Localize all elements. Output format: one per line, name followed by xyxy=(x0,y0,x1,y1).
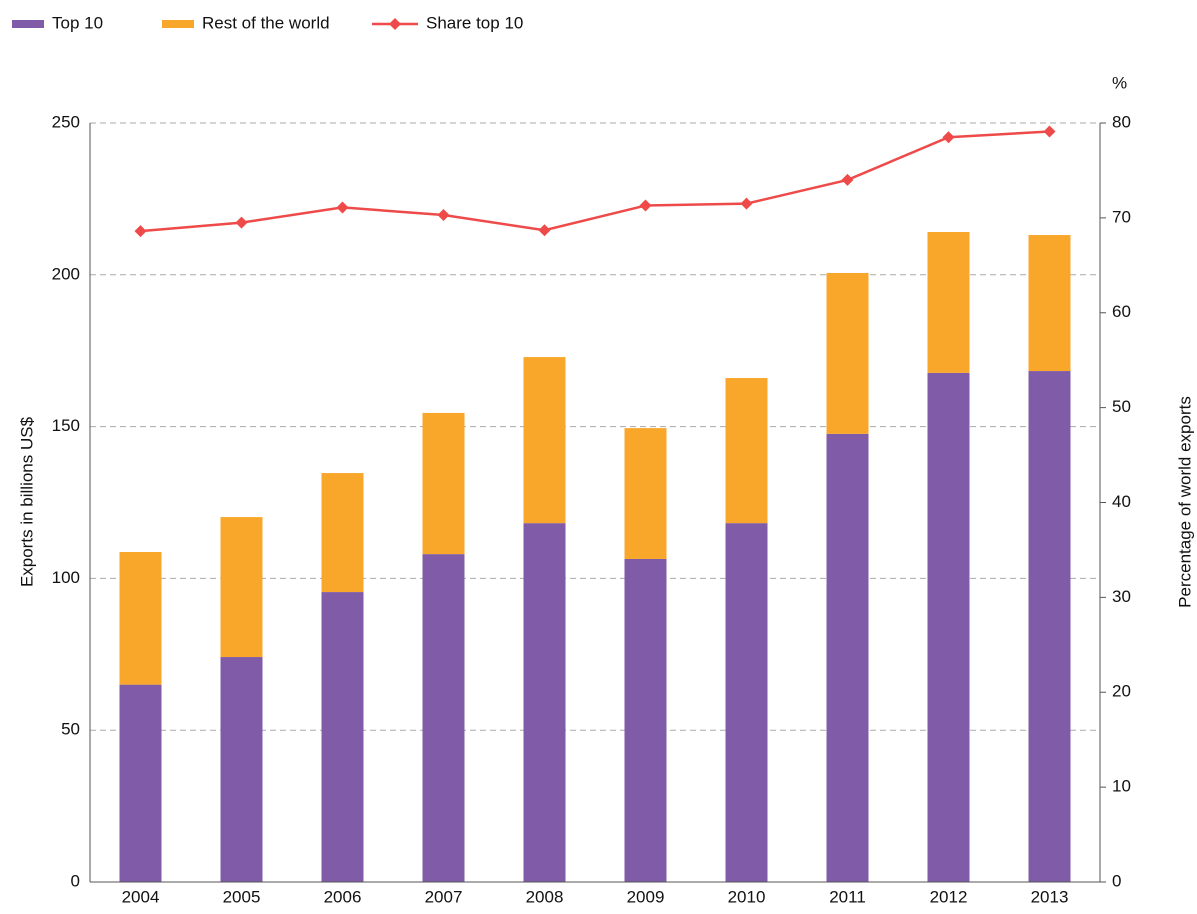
x-tick-label: 2009 xyxy=(627,887,665,906)
y2-tick-label: 70 xyxy=(1112,207,1131,226)
bar xyxy=(826,433,869,882)
line-marker xyxy=(336,201,349,214)
y-tick-label: 150 xyxy=(52,416,80,435)
bar xyxy=(220,517,263,658)
bar xyxy=(725,523,768,882)
y2-tick-label: 10 xyxy=(1112,777,1131,796)
bar xyxy=(826,272,869,434)
legend-label: Share top 10 xyxy=(426,13,523,32)
y-axis-title: Exports in billions US$ xyxy=(17,416,36,587)
bar xyxy=(119,551,162,685)
bar xyxy=(927,372,970,882)
line-marker xyxy=(1043,125,1056,138)
line-marker xyxy=(841,173,854,186)
bar xyxy=(321,592,364,882)
x-tick-label: 2011 xyxy=(829,887,866,906)
y2-tick-label: 40 xyxy=(1112,492,1131,511)
x-tick-label: 2008 xyxy=(526,887,564,906)
line-marker xyxy=(538,224,551,237)
y-tick-label: 200 xyxy=(52,264,80,283)
x-tick-label: 2012 xyxy=(930,887,968,906)
x-tick-label: 2010 xyxy=(728,887,766,906)
bar xyxy=(422,554,465,882)
bar xyxy=(523,357,566,524)
line-marker xyxy=(639,199,652,212)
bar xyxy=(725,378,768,524)
bar xyxy=(1028,235,1071,372)
bar xyxy=(422,412,465,555)
bar xyxy=(927,231,970,373)
line-marker xyxy=(235,216,248,229)
y2-tick-label: 30 xyxy=(1112,587,1131,606)
y2-tick-label: 80 xyxy=(1112,112,1131,131)
line-marker xyxy=(437,209,450,222)
y2-tick-label: 50 xyxy=(1112,397,1131,416)
x-tick-label: 2013 xyxy=(1031,887,1069,906)
bar xyxy=(624,558,667,882)
line-marker xyxy=(134,225,147,238)
bar xyxy=(523,523,566,882)
x-tick-label: 2004 xyxy=(122,887,160,906)
y2-unit: % xyxy=(1112,73,1127,92)
line-marker xyxy=(740,197,753,210)
line-marker xyxy=(942,131,955,144)
y-tick-label: 0 xyxy=(71,871,80,890)
bar xyxy=(1028,371,1071,882)
y-tick-label: 250 xyxy=(52,112,80,131)
x-tick-label: 2005 xyxy=(223,887,261,906)
x-tick-label: 2007 xyxy=(425,887,463,906)
line xyxy=(140,130,1050,233)
bar xyxy=(321,473,364,593)
x-tick-label: 2006 xyxy=(324,887,362,906)
bar xyxy=(624,428,667,559)
bar xyxy=(220,657,263,882)
y2-tick-label: 60 xyxy=(1112,302,1131,321)
y-tick-label: 100 xyxy=(52,568,80,587)
legend-marker xyxy=(389,18,401,30)
legend-label: Top 10 xyxy=(52,13,103,32)
y2-tick-label: 0 xyxy=(1112,871,1121,890)
y2-tick-label: 20 xyxy=(1112,682,1131,701)
legend-swatch xyxy=(162,20,194,28)
bar xyxy=(119,684,162,882)
y-tick-label: 50 xyxy=(61,720,80,739)
legend-label: Rest of the world xyxy=(202,13,330,32)
legend-swatch xyxy=(12,20,44,28)
y2-axis-title: Percentage of world exports xyxy=(1175,396,1194,608)
